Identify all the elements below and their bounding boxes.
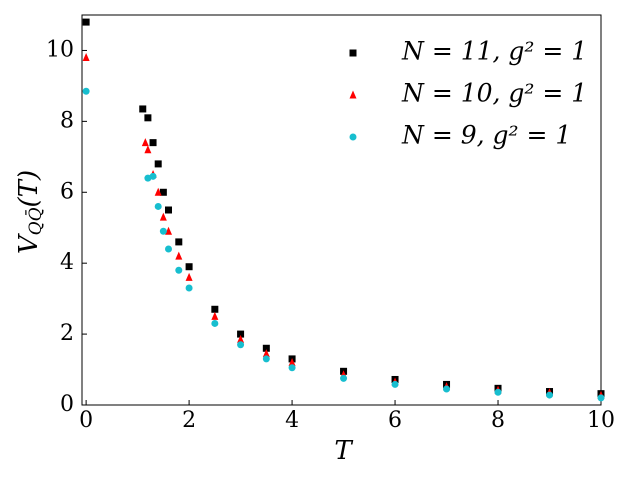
data-point xyxy=(262,355,270,363)
data-point xyxy=(175,251,183,260)
data-point xyxy=(211,305,219,313)
legend-label: N = 9, g² = 1 xyxy=(401,121,571,150)
data-point xyxy=(494,388,502,396)
data-point xyxy=(185,272,193,281)
data-point xyxy=(82,87,90,95)
data-point xyxy=(185,284,193,292)
data-point xyxy=(159,188,167,196)
x-tick-label: 0 xyxy=(79,408,93,433)
data-point xyxy=(159,212,167,221)
y-label-tail: (T) xyxy=(14,170,44,208)
data-point xyxy=(262,344,270,352)
data-point xyxy=(175,266,183,274)
data-point xyxy=(211,311,219,320)
x-axis-label: T xyxy=(334,436,353,466)
data-point xyxy=(185,263,193,271)
y-axis-label: VQQ̄(T) xyxy=(14,170,46,254)
legend-marker xyxy=(349,90,357,99)
data-point xyxy=(597,394,605,402)
data-point xyxy=(237,341,245,349)
data-point xyxy=(149,139,157,147)
data-point xyxy=(82,53,90,62)
data-point xyxy=(165,226,172,235)
y-tick-label: 2 xyxy=(60,321,74,346)
y-tick-label: 6 xyxy=(60,179,74,204)
data-point xyxy=(443,385,451,393)
x-tick-label: 4 xyxy=(285,408,299,433)
data-point xyxy=(237,334,245,343)
data-point xyxy=(391,380,399,388)
data-point xyxy=(165,245,172,253)
x-tick-label: 10 xyxy=(587,408,615,433)
data-point xyxy=(144,145,152,154)
data-point xyxy=(262,349,270,358)
data-point xyxy=(175,238,183,246)
plot-frame xyxy=(81,14,602,406)
data-point xyxy=(237,330,245,338)
y-label-sub: QQ̄ xyxy=(23,207,45,235)
data-point xyxy=(546,391,554,399)
data-point xyxy=(154,202,162,210)
data-point xyxy=(159,227,167,235)
data-point xyxy=(141,138,149,147)
legend-marker xyxy=(349,133,357,141)
x-tick-label: 8 xyxy=(491,408,505,433)
data-point xyxy=(211,319,219,327)
y-tick-label: 10 xyxy=(46,37,74,62)
legend-marker xyxy=(349,49,357,57)
x-tick-label: 6 xyxy=(388,408,402,433)
data-point xyxy=(154,187,162,196)
y-label-main: V xyxy=(14,233,44,254)
y-tick-label: 4 xyxy=(60,250,74,275)
data-point xyxy=(149,172,157,180)
legend-label: N = 11, g² = 1 xyxy=(401,37,587,66)
data-point xyxy=(144,114,152,122)
x-tick-label: 2 xyxy=(182,408,196,433)
data-point xyxy=(82,18,90,26)
y-tick-label: 8 xyxy=(60,108,74,133)
data-point xyxy=(288,357,296,366)
data-point xyxy=(154,160,162,168)
y-tick-label: 0 xyxy=(60,392,74,417)
data-point xyxy=(139,105,147,113)
legend-label: N = 10, g² = 1 xyxy=(401,79,587,108)
data-point xyxy=(288,364,296,372)
data-point xyxy=(340,374,348,382)
data-point xyxy=(165,206,172,214)
